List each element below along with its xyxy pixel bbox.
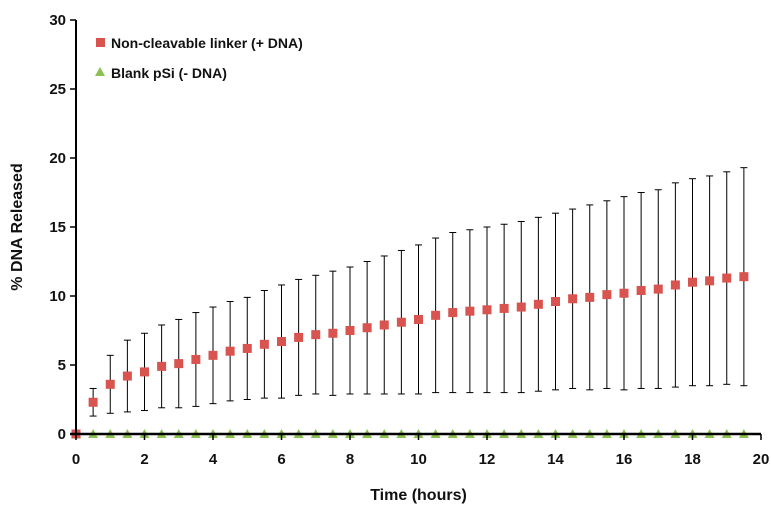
non-cleavable-point bbox=[722, 273, 732, 283]
non-cleavable-point bbox=[568, 294, 578, 304]
legend-label-non-cleavable: Non-cleavable linker (+ DNA) bbox=[111, 35, 303, 51]
x-tick-label: 6 bbox=[277, 451, 285, 468]
non-cleavable-point bbox=[739, 272, 749, 282]
non-cleavable-point bbox=[277, 337, 286, 347]
y-tick-label: 10 bbox=[49, 288, 66, 305]
x-tick-label: 12 bbox=[479, 451, 496, 468]
y-tick-label: 0 bbox=[58, 426, 66, 443]
y-tick-label: 15 bbox=[49, 219, 66, 236]
legend-marker-non-cleavable bbox=[96, 38, 105, 47]
non-cleavable-point bbox=[242, 343, 252, 353]
axes bbox=[70, 19, 762, 440]
tick-labels: 0 5 10 15 20 25 30 0 2 4 6 8 10 12 14 16 18 20 bbox=[49, 12, 769, 468]
non-cleavable-point bbox=[294, 332, 304, 342]
non-cleavable-point bbox=[328, 328, 338, 338]
non-cleavable-point bbox=[431, 310, 441, 320]
x-tick-label: 4 bbox=[209, 451, 218, 468]
x-tick-label: 14 bbox=[547, 451, 564, 468]
data-markers bbox=[71, 272, 749, 439]
non-cleavable-point bbox=[379, 320, 389, 330]
non-cleavable-point bbox=[259, 339, 269, 349]
non-cleavable-point bbox=[140, 367, 149, 377]
non-cleavable-point bbox=[465, 306, 475, 316]
non-cleavable-point bbox=[482, 305, 492, 315]
non-cleavable-point bbox=[670, 280, 680, 290]
y-tick-label: 25 bbox=[49, 81, 66, 98]
x-tick-label: 10 bbox=[410, 451, 427, 468]
non-cleavable-point bbox=[533, 299, 543, 309]
non-cleavable-point bbox=[414, 314, 423, 324]
non-cleavable-point bbox=[585, 292, 595, 302]
non-cleavable-point bbox=[174, 359, 184, 369]
x-axis-title: Time (hours) bbox=[370, 487, 467, 504]
non-cleavable-point bbox=[705, 276, 715, 286]
y-tick-label: 20 bbox=[49, 150, 66, 167]
legend: Non-cleavable linker (+ DNA) Blank pSi (… bbox=[95, 35, 303, 81]
x-tick-label: 16 bbox=[616, 451, 633, 468]
non-cleavable-point bbox=[105, 379, 115, 389]
non-cleavable-point bbox=[311, 330, 321, 340]
non-cleavable-point bbox=[208, 350, 218, 360]
non-cleavable-point bbox=[88, 397, 98, 407]
non-cleavable-point bbox=[499, 303, 509, 313]
non-cleavable-point bbox=[122, 371, 132, 381]
non-cleavable-point bbox=[396, 317, 406, 327]
non-cleavable-point bbox=[653, 284, 663, 294]
y-axis-title: % DNA Released bbox=[9, 163, 26, 290]
error-bars bbox=[89, 167, 748, 417]
legend-marker-blank-psi bbox=[95, 67, 105, 76]
x-tick-label: 20 bbox=[753, 451, 770, 468]
non-cleavable-point bbox=[636, 285, 646, 295]
non-cleavable-point bbox=[191, 354, 201, 364]
legend-label-blank-psi: Blank pSi (- DNA) bbox=[111, 65, 227, 81]
y-tick-label: 30 bbox=[49, 12, 66, 29]
x-tick-label: 0 bbox=[72, 451, 80, 468]
non-cleavable-point bbox=[516, 302, 526, 312]
non-cleavable-point bbox=[448, 308, 458, 318]
x-tick-label: 2 bbox=[140, 451, 148, 468]
non-cleavable-point bbox=[157, 361, 167, 371]
x-tick-label: 18 bbox=[684, 451, 701, 468]
non-cleavable-point bbox=[551, 297, 560, 307]
non-cleavable-point bbox=[688, 277, 697, 287]
non-cleavable-point bbox=[619, 288, 629, 298]
non-cleavable-point bbox=[225, 346, 235, 356]
non-cleavable-point bbox=[345, 326, 355, 335]
non-cleavable-point bbox=[362, 323, 372, 333]
non-cleavable-point bbox=[602, 290, 612, 300]
x-tick-label: 8 bbox=[346, 451, 354, 468]
y-tick-label: 5 bbox=[58, 357, 66, 374]
